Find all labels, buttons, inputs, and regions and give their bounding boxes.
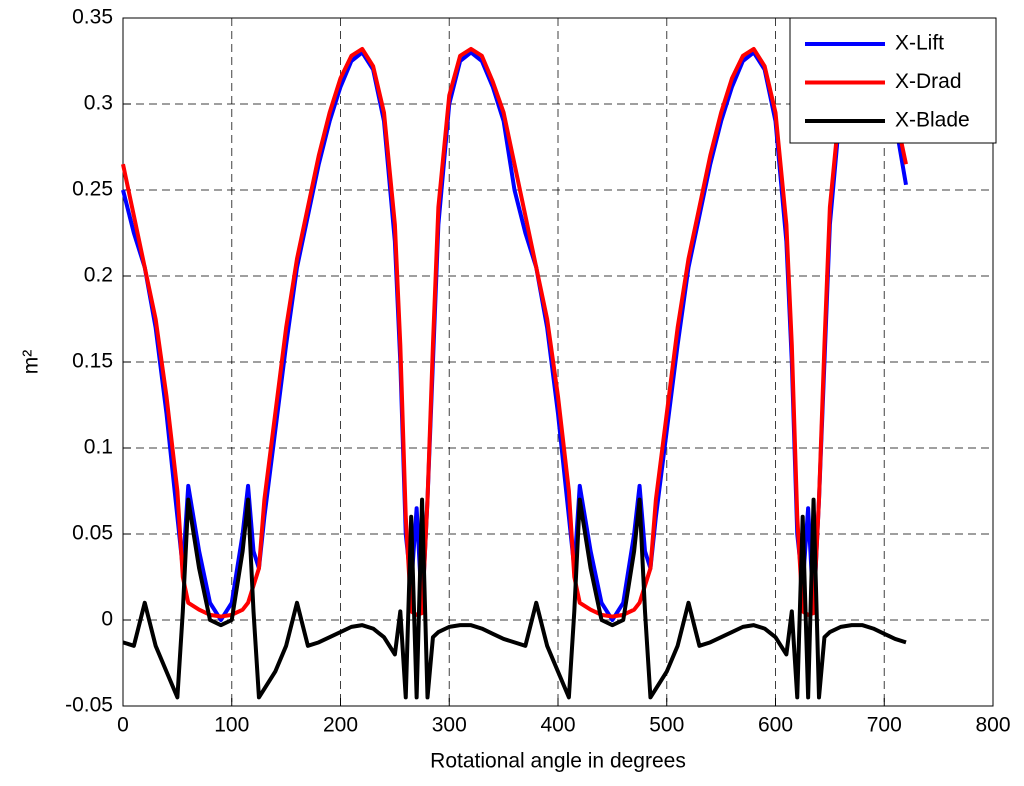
series-line (121, 46, 908, 619)
plot-frame (122, 17, 994, 707)
y-tick-label: 0 (101, 608, 113, 631)
legend-label: X-Drad (895, 70, 962, 93)
x-tick-label: 800 (975, 714, 1010, 737)
x-tick-label: 100 (214, 714, 249, 737)
x-tick-label: 600 (758, 714, 793, 737)
y-axis-label: m² (20, 350, 43, 375)
x-tick-label: 500 (649, 714, 684, 737)
y-tick-label: 0.05 (72, 522, 113, 545)
y-tick-label: 0.3 (84, 92, 113, 115)
x-tick-label: 0 (117, 714, 129, 737)
x-tick-label: 200 (323, 714, 358, 737)
y-tick-label: 0.25 (72, 178, 113, 201)
y-tick-label: 0.1 (84, 436, 113, 459)
x-tick-label: 700 (867, 714, 902, 737)
y-tick-label: 0.15 (72, 350, 113, 373)
legend-label: X-Blade (895, 109, 970, 132)
y-tick-label: 0.35 (72, 6, 113, 29)
y-tick-label: -0.05 (65, 694, 113, 717)
x-tick-label: 400 (540, 714, 575, 737)
x-tick-label: 300 (432, 714, 467, 737)
legend: X-Lift X-Drad X-Blade (789, 17, 997, 144)
y-tick-label: 0.2 (84, 264, 113, 287)
legend-label: X-Lift (895, 32, 944, 55)
x-axis-label: Rotational angle in degrees (430, 750, 686, 773)
series-line (122, 497, 907, 700)
